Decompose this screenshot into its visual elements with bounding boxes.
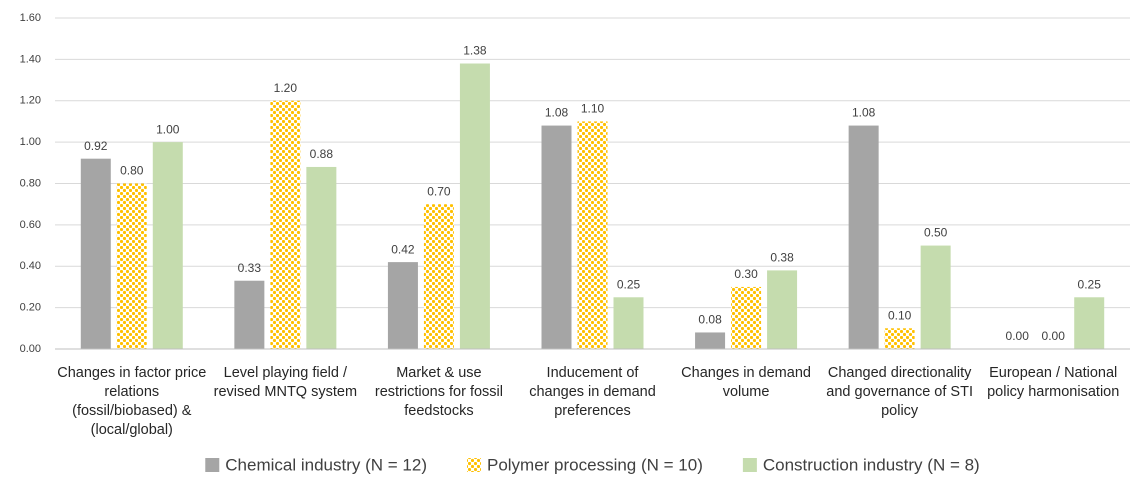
- bar: [423, 204, 454, 349]
- bar: [541, 125, 572, 349]
- x-tick-label: Market & use restrictions for fossil fee…: [374, 365, 503, 419]
- legend-swatch: [742, 458, 757, 472]
- bar: [577, 121, 608, 349]
- value-label: 0.92: [84, 139, 108, 153]
- value-label: 0.38: [770, 251, 794, 265]
- bar: [731, 286, 762, 349]
- x-tick-label: European / National policy harmonisation: [987, 365, 1120, 400]
- bar: [695, 332, 726, 349]
- y-tick-label: 0.20: [20, 302, 41, 314]
- y-tick-label: 1.60: [20, 12, 41, 24]
- legend-label: Polymer processing (N = 10): [487, 455, 703, 474]
- bar: [270, 100, 301, 349]
- x-tick-label: Changes in factor price relations (fossi…: [57, 365, 207, 438]
- value-label: 0.30: [734, 267, 758, 281]
- value-label: 1.08: [545, 106, 569, 120]
- bar: [116, 183, 147, 349]
- value-label: 0.70: [427, 184, 451, 198]
- value-label: 1.38: [463, 44, 487, 58]
- value-label: 1.00: [156, 122, 180, 136]
- value-label: 0.33: [238, 261, 262, 275]
- y-tick-label: 0.80: [20, 177, 41, 189]
- value-label: 0.00: [1042, 329, 1066, 343]
- bar: [152, 142, 183, 349]
- bar: [1074, 297, 1105, 349]
- bar: [767, 270, 798, 349]
- legend-label: Construction industry (N = 8): [763, 455, 980, 474]
- legend-label: Chemical industry (N = 12): [225, 455, 427, 474]
- bar: [613, 297, 644, 349]
- value-label: 1.20: [274, 81, 298, 95]
- bar: [387, 262, 418, 349]
- value-label: 1.10: [581, 102, 605, 116]
- x-tick-label: Level playing field / revised MNTQ syste…: [213, 365, 358, 400]
- value-label: 0.25: [617, 277, 641, 291]
- y-tick-label: 1.20: [20, 95, 41, 107]
- bar: [884, 328, 915, 349]
- value-label: 0.50: [924, 226, 948, 240]
- bar: [920, 245, 951, 349]
- value-label: 1.08: [852, 106, 876, 120]
- y-tick-label: 1.40: [20, 53, 41, 65]
- x-tick-label: Changed directionality and governance of…: [826, 365, 973, 419]
- bar: [848, 125, 879, 349]
- x-tick-label: Inducement of changes in demand preferen…: [529, 365, 656, 419]
- value-label: 0.88: [310, 147, 334, 161]
- value-label: 0.25: [1078, 277, 1102, 291]
- bar: [306, 166, 337, 349]
- legend-swatch: [205, 458, 220, 472]
- bar: [234, 280, 265, 349]
- y-tick-label: 0.60: [20, 219, 41, 231]
- value-label: 0.00: [1006, 329, 1030, 343]
- value-label: 0.80: [120, 164, 144, 178]
- y-tick-label: 0.00: [20, 343, 41, 355]
- bar: [459, 63, 490, 349]
- bar: [80, 158, 111, 349]
- value-label: 0.08: [698, 313, 722, 327]
- y-tick-label: 0.40: [20, 260, 41, 272]
- value-label: 0.10: [888, 308, 912, 322]
- x-tick-label: Changes in demand volume: [681, 365, 811, 400]
- legend-swatch: [466, 458, 481, 472]
- value-label: 0.42: [391, 242, 415, 256]
- y-tick-label: 1.00: [20, 136, 41, 148]
